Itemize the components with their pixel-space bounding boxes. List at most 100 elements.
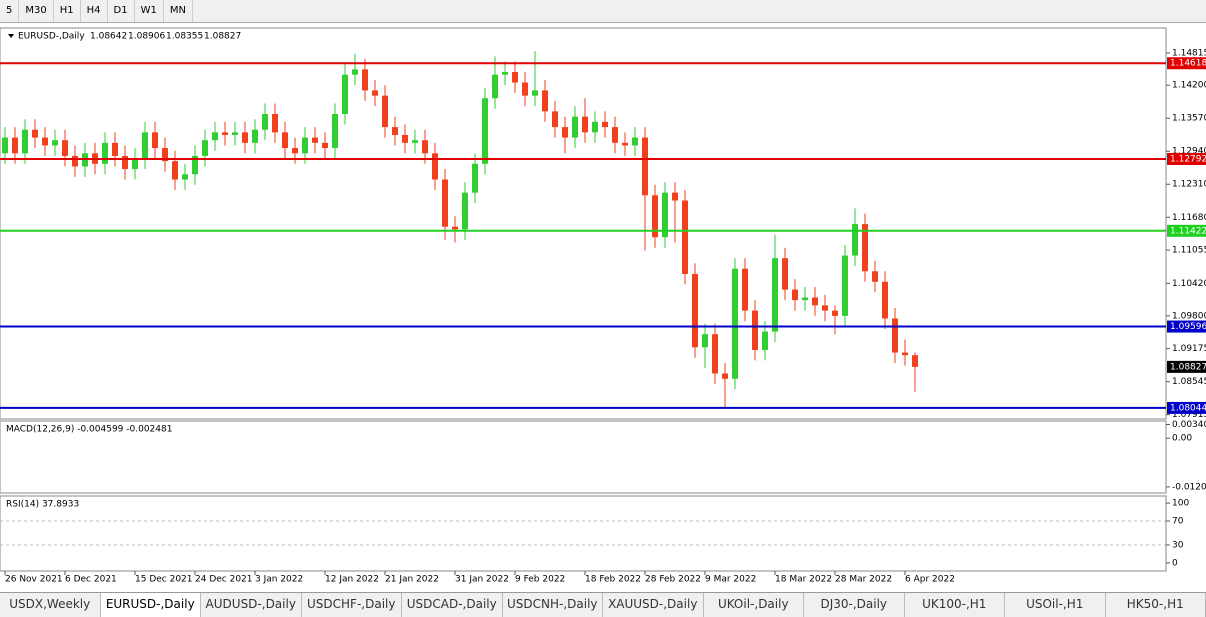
candle-body [262,114,268,130]
chart-tab[interactable]: XAUUSD-,Daily [603,593,704,617]
macd-title: MACD(12,26,9) -0.004599 -0.002481 [6,425,172,435]
y-tick-label: 70 [1172,517,1184,527]
candle-body [712,334,718,373]
candle-body [742,269,748,311]
chart-tab[interactable]: USDX,Weekly [0,593,101,617]
candle-body [782,258,788,289]
candle-body [492,75,498,99]
y-tick-label: 100 [1172,499,1189,509]
candle-body [512,72,518,82]
candle-body [172,161,178,179]
chart-tab[interactable]: AUDUSD-,Daily [201,593,302,617]
chart-tab[interactable]: USDCAD-,Daily [402,593,503,617]
candle-body [542,90,548,111]
candle-body [452,227,458,230]
candle-body [612,127,618,143]
x-tick-label: 12 Jan 2022 [325,575,379,585]
level-label: 1.12792 [1170,154,1206,164]
candle-body [62,140,68,156]
y-tick-label: 30 [1172,540,1184,550]
candle-body [122,156,128,169]
x-tick-label: 9 Feb 2022 [515,575,565,585]
timeframe-button[interactable]: 5 [0,0,19,22]
candle-body [792,290,798,300]
y-tick-label: 1.14815 [1172,48,1206,58]
y-tick-label: 0.003406 [1172,420,1206,430]
chart-tab[interactable]: USDCHF-,Daily [302,593,403,617]
candle-body [392,127,398,135]
candle-body [72,156,78,166]
chart-tab[interactable]: UK100-,H1 [905,593,1006,617]
candle-body [642,138,648,196]
symbol-title: EURUSD-,Daily [18,32,85,42]
candle-body [352,69,358,74]
chart-tab[interactable]: EURUSD-,Daily [101,593,202,617]
x-tick-label: 28 Mar 2022 [835,575,892,585]
candle-body [372,90,378,95]
x-tick-label: 24 Dec 2021 [195,575,253,585]
candle-body [902,353,908,356]
candle-body [872,271,878,281]
candle-body [442,180,448,227]
candle-body [552,111,558,127]
candle-body [312,138,318,143]
ohlc-value: 1.08827 [204,32,241,42]
chart-tab[interactable]: USOil-,H1 [1005,593,1106,617]
candle-body [322,143,328,148]
price-label: 1.08827 [1170,362,1206,372]
candle-body [842,256,848,316]
candle-body [382,96,388,127]
candle-body [632,138,638,146]
candle-body [282,132,288,148]
timeframe-button[interactable]: H4 [81,0,108,22]
candle-body [32,130,38,138]
candle-body [102,143,108,164]
x-tick-label: 31 Jan 2022 [455,575,509,585]
chart-tab[interactable]: HK50-,H1 [1106,593,1206,617]
ohlc-value: 1.08906 [128,32,165,42]
timeframe-button[interactable]: W1 [135,0,164,22]
timeframe-button[interactable]: M30 [19,0,53,22]
candle-body [42,138,48,146]
y-tick-label: 1.11055 [1172,246,1206,256]
candle-body [342,75,348,114]
candle-body [672,193,678,201]
chart-tab[interactable]: DJ30-,Daily [804,593,905,617]
candle-body [182,174,188,179]
candle-body [722,374,728,379]
candle-body [802,298,808,301]
y-tick-label: 1.11680 [1172,213,1206,223]
candle-body [222,132,228,135]
y-tick-label: 1.10420 [1172,279,1206,289]
timeframe-button[interactable]: MN [164,0,193,22]
candle-body [462,193,468,230]
y-tick-label: 1.09175 [1172,344,1206,354]
candle-body [22,130,28,154]
macd-pane [0,421,1166,493]
candle-body [232,132,238,135]
timeframe-button[interactable]: H1 [54,0,81,22]
candle-body [502,72,508,75]
candle-body [132,159,138,169]
level-label: 1.14618 [1170,59,1206,69]
y-tick-label: 0 [1172,558,1178,568]
candle-body [892,318,898,352]
timeframe-button[interactable]: D1 [108,0,135,22]
candle-body [292,148,298,153]
candle-body [432,153,438,179]
candle-body [112,143,118,156]
candle-body [912,355,918,367]
candle-body [482,98,488,164]
chart-tab[interactable]: UKOil-,Daily [704,593,805,617]
main-pane [0,28,1166,419]
candle-body [12,138,18,154]
chart-tab[interactable]: USDCNH-,Daily [503,593,604,617]
candle-body [752,311,758,350]
candle-body [572,117,578,138]
y-tick-label: 1.09800 [1172,311,1206,321]
level-label: 1.11422 [1170,226,1206,236]
candle-body [692,274,698,347]
candle-body [252,130,258,143]
x-tick-label: 26 Nov 2021 [5,575,63,585]
